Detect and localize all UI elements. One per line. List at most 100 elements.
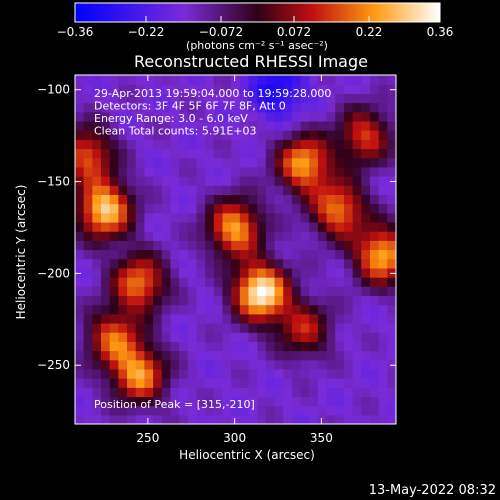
heatmap-cell	[170, 396, 180, 407]
heatmap-cell	[378, 295, 388, 306]
heatmap-cell	[274, 75, 284, 85]
heatmap-cell	[196, 75, 206, 85]
heatmap-cell	[369, 176, 380, 186]
heatmap-cell	[179, 221, 189, 232]
heatmap-cell	[144, 341, 154, 352]
heatmap-cell	[101, 295, 111, 306]
heatmap-cell	[127, 258, 137, 269]
heatmap-cell	[170, 332, 180, 342]
heatmap-cell	[118, 203, 128, 214]
heatmap-cell	[300, 341, 310, 352]
heatmap-cell	[317, 120, 328, 131]
heatmap-cell	[283, 277, 293, 287]
heatmap-cell	[118, 231, 128, 241]
heatmap-cell	[83, 341, 93, 352]
heatmap-cell	[222, 313, 232, 324]
heatmap-cell	[274, 240, 284, 251]
heatmap-cell	[179, 240, 189, 251]
heatmap-cell	[187, 378, 198, 388]
heatmap-cell	[92, 240, 102, 251]
heatmap-cell	[144, 102, 154, 113]
heatmap-cell	[101, 194, 111, 205]
heatmap-cell	[387, 120, 396, 131]
heatmap-cell	[309, 277, 319, 287]
heatmap-cell	[118, 148, 128, 159]
heatmap-cell	[291, 341, 302, 352]
heatmap-cell	[378, 130, 388, 140]
heatmap-cell	[369, 267, 380, 278]
heatmap-cell	[187, 313, 198, 324]
heatmap-cell	[187, 111, 198, 122]
heatmap-cell	[92, 157, 102, 168]
heatmap-cell	[283, 203, 293, 214]
x-axis-title: Heliocentric X (arcsec)	[179, 448, 315, 462]
heatmap-cell	[222, 332, 232, 342]
heatmap-cell	[109, 212, 119, 223]
heatmap-cell	[335, 231, 345, 241]
heatmap-cell	[170, 185, 180, 195]
heatmap-cell	[127, 295, 137, 306]
heatmap-cell	[127, 240, 137, 251]
heatmap-cell	[257, 368, 267, 379]
heatmap-cell	[300, 166, 310, 177]
heatmap-cell	[343, 332, 354, 342]
heatmap-cell	[387, 194, 396, 205]
heatmap-cell	[109, 93, 119, 104]
heatmap-cell	[161, 203, 172, 214]
heatmap-cell	[361, 313, 371, 324]
heatmap-cell	[92, 359, 102, 370]
heatmap-cell	[179, 185, 189, 195]
heatmap-cell	[317, 212, 328, 223]
heatmap-cell	[265, 194, 276, 205]
heatmap-cell	[205, 139, 215, 150]
heatmap-cell	[118, 157, 128, 168]
heatmap-cell	[300, 387, 310, 398]
heatmap-cell	[144, 176, 154, 186]
heatmap-cell	[109, 368, 119, 379]
heatmap-cell	[222, 368, 232, 379]
heatmap-cell	[257, 130, 267, 140]
heatmap-cell	[92, 267, 102, 278]
heatmap-cell	[317, 139, 328, 150]
heatmap-cell	[153, 267, 163, 278]
heatmap-cell	[205, 332, 215, 342]
heatmap-cell	[83, 203, 93, 214]
heatmap-cell	[187, 258, 198, 269]
heatmap-cell	[326, 221, 336, 232]
heatmap-cell	[109, 387, 119, 398]
heatmap-cell	[300, 277, 310, 287]
heatmap-cell	[309, 120, 319, 131]
heatmap-cell	[257, 267, 267, 278]
heatmap-cell	[291, 396, 302, 407]
colorbar-tick-label: −0.22	[128, 25, 165, 39]
heatmap-cell	[231, 102, 241, 113]
heatmap-cell	[291, 322, 302, 333]
heatmap-cell	[326, 396, 336, 407]
heatmap-cell	[109, 240, 119, 251]
annotation-line: Detectors: 3F 4F 5F 6F 7F 8F, Att 0	[94, 100, 286, 113]
heatmap-cell	[196, 322, 206, 333]
heatmap-cell	[101, 240, 111, 251]
heatmap-cell	[187, 148, 198, 159]
heatmap-cell	[170, 139, 180, 150]
heatmap-cell	[205, 341, 215, 352]
heatmap-cell	[196, 249, 206, 260]
heatmap-cell	[83, 368, 93, 379]
heatmap-cell	[317, 221, 328, 232]
heatmap-cell	[127, 139, 137, 150]
heatmap-cell	[343, 194, 354, 205]
heatmap-cell	[231, 185, 241, 195]
heatmap-cell	[83, 120, 93, 131]
heatmap-cell	[222, 350, 232, 361]
heatmap-cell	[231, 322, 241, 333]
heatmap-cell	[283, 359, 293, 370]
heatmap-cell	[179, 313, 189, 324]
heatmap-cell	[205, 221, 215, 232]
annotation-line: Energy Range: 3.0 - 6.0 keV	[94, 112, 248, 125]
heatmap-cell	[361, 295, 371, 306]
heatmap-cell	[378, 387, 388, 398]
heatmap-cell	[274, 157, 284, 168]
heatmap-cell	[326, 378, 336, 388]
heatmap-cell	[187, 359, 198, 370]
heatmap-cell	[170, 194, 180, 205]
